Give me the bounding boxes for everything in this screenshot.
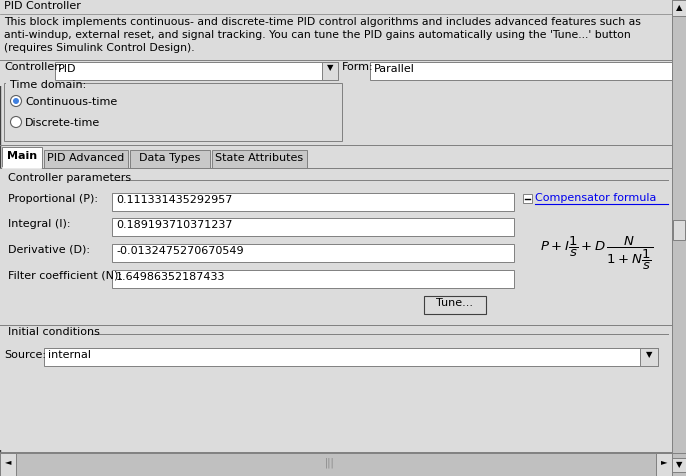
Bar bbox=[55, 62, 338, 80]
Text: Time domain:: Time domain: bbox=[10, 80, 86, 90]
Text: 1.64986352187433: 1.64986352187433 bbox=[116, 272, 226, 282]
Bar bbox=[0, 168, 672, 169]
Bar bbox=[0, 60, 672, 82]
Bar bbox=[0, 169, 672, 376]
Bar bbox=[130, 150, 210, 168]
Bar bbox=[4, 328, 91, 336]
Text: PID Controller: PID Controller bbox=[4, 1, 81, 11]
Bar bbox=[0, 14, 672, 86]
Text: Form:: Form: bbox=[342, 62, 374, 72]
Text: Filter coefficient (N):: Filter coefficient (N): bbox=[8, 271, 122, 281]
Bar bbox=[0, 453, 16, 476]
Bar bbox=[322, 62, 338, 80]
Bar bbox=[4, 174, 111, 182]
Bar bbox=[44, 150, 128, 168]
Bar bbox=[0, 453, 686, 476]
Text: Initial conditions: Initial conditions bbox=[8, 327, 100, 337]
Circle shape bbox=[10, 117, 21, 128]
Bar bbox=[0, 0, 672, 14]
Text: ▼: ▼ bbox=[646, 350, 652, 359]
Text: Compensator formula: Compensator formula bbox=[535, 193, 657, 203]
Text: Continuous-time: Continuous-time bbox=[25, 97, 117, 107]
Text: Proportional (P):: Proportional (P): bbox=[8, 194, 98, 204]
Circle shape bbox=[10, 96, 21, 107]
Text: $P+I\dfrac{1}{s}+D\,\dfrac{N}{1+N\dfrac{1}{s}}$: $P+I\dfrac{1}{s}+D\,\dfrac{N}{1+N\dfrac{… bbox=[540, 235, 654, 272]
Text: Tune...: Tune... bbox=[436, 298, 473, 308]
Text: Integral (I):: Integral (I): bbox=[8, 219, 71, 229]
Bar bbox=[672, 0, 686, 476]
Text: ◄: ◄ bbox=[5, 457, 11, 466]
Text: ▼: ▼ bbox=[676, 460, 683, 469]
Text: Controller parameters: Controller parameters bbox=[8, 173, 131, 183]
Text: Data Types: Data Types bbox=[139, 153, 201, 163]
Bar bbox=[523, 194, 532, 203]
Text: PID Advanced: PID Advanced bbox=[47, 153, 125, 163]
Text: ▲: ▲ bbox=[676, 3, 683, 12]
Text: Discrete-time: Discrete-time bbox=[25, 118, 100, 128]
Bar bbox=[112, 244, 514, 262]
Bar bbox=[6, 81, 78, 86]
Bar bbox=[212, 150, 307, 168]
Bar bbox=[672, 0, 686, 16]
Bar bbox=[0, 325, 672, 450]
Bar bbox=[112, 193, 514, 211]
Bar bbox=[640, 348, 658, 366]
Circle shape bbox=[13, 98, 19, 104]
Text: Controller:: Controller: bbox=[4, 62, 62, 72]
Bar bbox=[370, 62, 672, 80]
Text: Main: Main bbox=[7, 151, 37, 161]
Text: PID: PID bbox=[58, 64, 77, 74]
Text: Parallel: Parallel bbox=[374, 64, 415, 74]
Bar bbox=[44, 348, 658, 366]
Text: ▼: ▼ bbox=[327, 63, 333, 72]
Text: Derivative (D):: Derivative (D): bbox=[8, 245, 90, 255]
Bar bbox=[112, 270, 514, 288]
Bar bbox=[672, 458, 686, 472]
Bar bbox=[4, 83, 342, 141]
Bar bbox=[656, 453, 672, 476]
Text: 0.189193710371237: 0.189193710371237 bbox=[116, 220, 233, 230]
Text: This block implements continuous- and discrete-time PID control algorithms and i: This block implements continuous- and di… bbox=[4, 17, 641, 27]
Text: (requires Simulink Control Design).: (requires Simulink Control Design). bbox=[4, 43, 195, 53]
Text: internal: internal bbox=[48, 350, 91, 360]
Text: anti-windup, external reset, and signal tracking. You can tune the PID gains aut: anti-windup, external reset, and signal … bbox=[4, 30, 630, 40]
Bar bbox=[424, 296, 486, 314]
Text: State Attributes: State Attributes bbox=[215, 153, 303, 163]
Text: ►: ► bbox=[661, 457, 667, 466]
Text: Source:: Source: bbox=[4, 350, 46, 360]
Text: |||: ||| bbox=[325, 457, 335, 467]
Bar bbox=[673, 220, 685, 240]
Text: 0.111331435292957: 0.111331435292957 bbox=[116, 195, 233, 205]
Bar bbox=[2, 147, 42, 168]
Text: -0.0132475270670549: -0.0132475270670549 bbox=[116, 246, 244, 256]
Bar bbox=[112, 218, 514, 236]
